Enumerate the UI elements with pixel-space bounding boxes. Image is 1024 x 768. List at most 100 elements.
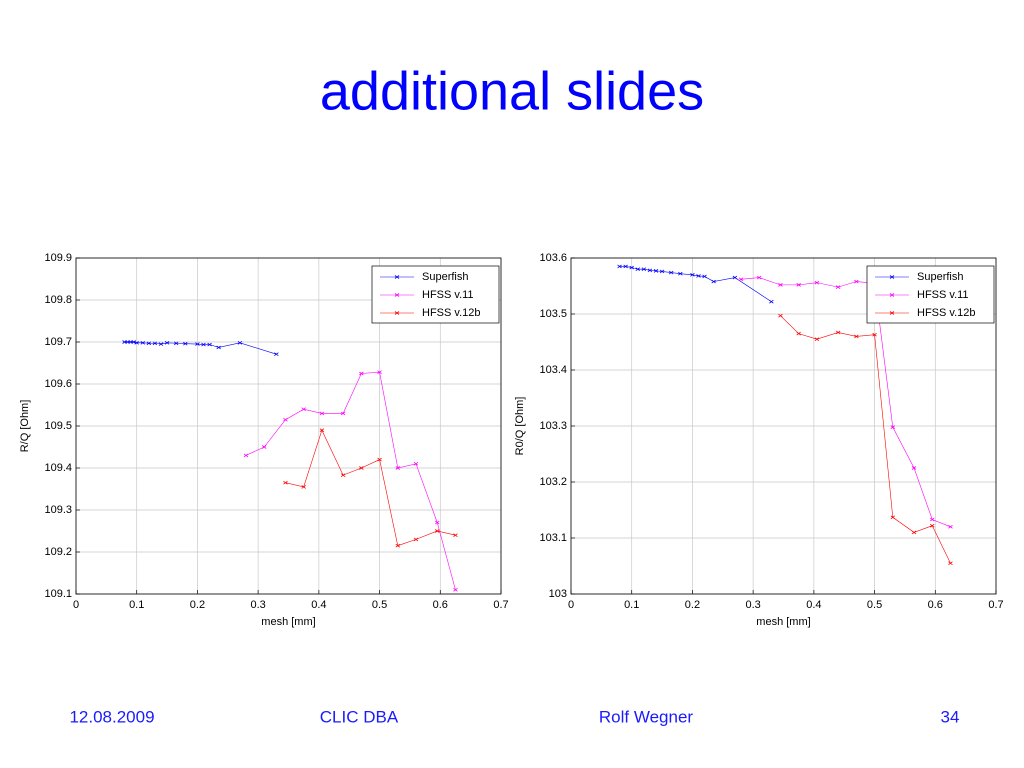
x-tick-label: 0.2 [190, 599, 205, 611]
y-tick-label: 109.9 [44, 252, 72, 264]
x-tick-label: 0.6 [433, 599, 448, 611]
data-point [207, 342, 212, 347]
data-point [948, 524, 953, 529]
footer-date: 12.08.2009 [69, 707, 154, 726]
data-point [261, 445, 267, 449]
x-tick-label: 0.7 [988, 599, 1003, 611]
legend: Superfish HFSS v.11 HFSS v.12b [866, 265, 995, 324]
y-tick-label: 103.1 [539, 532, 567, 544]
legend-label: HFSS v.12b [422, 307, 481, 319]
legend-label: Superfish [422, 271, 468, 283]
data-point [435, 529, 440, 533]
data-point [453, 587, 458, 592]
y-tick-label: 109.8 [44, 294, 72, 306]
x-tick-label: 0.1 [129, 599, 144, 611]
data-point [814, 337, 820, 342]
legend-label: Superfish [917, 271, 963, 283]
data-point [453, 533, 458, 538]
data-point [668, 270, 674, 275]
data-point [319, 428, 325, 433]
x-tick-label: 0.4 [806, 599, 821, 611]
y-tick-label: 103 [549, 588, 567, 600]
legend-marker [394, 275, 400, 279]
y-tick-label: 109.7 [44, 336, 72, 348]
data-point [911, 530, 917, 535]
data-point [641, 267, 647, 272]
series-line [619, 266, 772, 302]
plot: 0 0.1 0.2 0.3 0.4 0.5 0.6 0.7 103 103.1 103.2 103.3… [514, 252, 1004, 628]
data-point [769, 299, 774, 304]
x-tick-label: 0.1 [624, 599, 639, 611]
series-line [780, 315, 951, 564]
data-point [796, 331, 801, 336]
legend-box [866, 265, 995, 324]
x-axis-label: mesh [mm] [261, 616, 315, 628]
data-point [696, 274, 701, 278]
data-point [173, 341, 179, 346]
data-point [835, 330, 841, 335]
x-tick-label: 0.3 [745, 599, 760, 611]
data-point [796, 283, 801, 287]
data-point [814, 280, 820, 285]
data-point [359, 371, 364, 376]
data-point [340, 411, 346, 416]
data-point [911, 466, 917, 470]
data-point [778, 313, 783, 318]
data-point [340, 473, 346, 477]
data-point [738, 277, 744, 282]
data-point [678, 271, 683, 276]
legend-label: HFSS v.11 [917, 289, 969, 301]
data-point [659, 269, 665, 274]
legend: Superfish HFSS v.11 HFSS v.12b [371, 265, 500, 324]
y-tick-label: 103.2 [539, 476, 567, 488]
legend-marker [394, 311, 400, 315]
data-point [301, 485, 306, 489]
data-point [930, 517, 935, 522]
data-point [872, 332, 877, 337]
x-tick-label: 0.4 [311, 599, 326, 611]
x-tick-label: 0.5 [372, 599, 387, 611]
data-point [131, 340, 136, 344]
plot: 0 0.1 0.2 0.3 0.4 0.5 0.6 0.7 109.1 109.2 109.3 109… [19, 252, 509, 628]
legend-marker [889, 311, 895, 315]
data-point [140, 341, 146, 345]
series-line [245, 371, 456, 590]
y-tick-label: 109.3 [44, 504, 72, 516]
y-tick-label: 103.6 [539, 252, 567, 264]
data-point [413, 537, 419, 542]
x-tick-label: 0 [568, 599, 574, 611]
plot-frame [570, 257, 997, 595]
data-point [158, 342, 164, 346]
data-point [377, 457, 382, 462]
data-point [617, 264, 622, 269]
data-point [359, 466, 364, 470]
data-point [435, 520, 440, 525]
y-tick-label: 109.5 [44, 420, 72, 432]
data-point [635, 267, 641, 272]
slide-title: additional slides [320, 61, 704, 121]
legend-marker [394, 293, 400, 297]
data-point [711, 279, 716, 284]
data-point [195, 342, 200, 346]
data-point [623, 264, 628, 269]
data-point [134, 341, 139, 345]
y-tick-label: 109.6 [44, 378, 72, 390]
legend-label: HFSS v.12b [917, 307, 976, 319]
data-point [629, 265, 634, 270]
x-tick-label: 0.6 [928, 599, 943, 611]
data-point [732, 275, 738, 280]
data-point [301, 407, 306, 412]
y-tick-label: 103.5 [539, 308, 567, 320]
y-tick-label: 109.1 [44, 588, 72, 600]
data-point [702, 274, 707, 279]
data-point [890, 515, 896, 520]
x-tick-label: 0.3 [250, 599, 265, 611]
y-tick-label: 109.2 [44, 546, 72, 558]
legend-label: HFSS v.11 [422, 289, 474, 301]
data-point [647, 268, 653, 273]
data-point [930, 523, 935, 528]
x-tick-label: 0.7 [493, 599, 508, 611]
legend-box [371, 265, 500, 324]
